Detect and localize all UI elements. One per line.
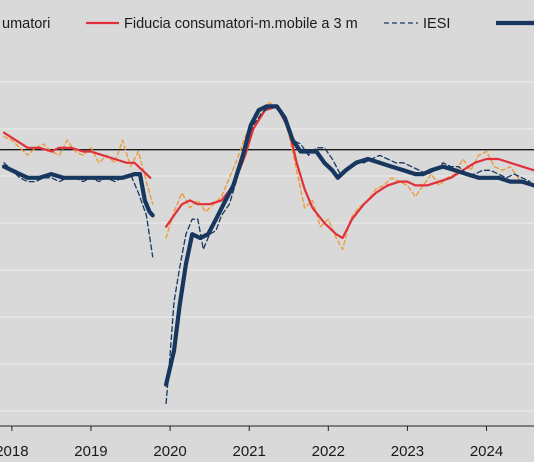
- x-tick-label: 2021: [233, 443, 266, 460]
- x-axis: 2018 2019 2020 2021 2022 2023 2024: [0, 425, 534, 460]
- legend-label-iesi: IESI: [423, 16, 450, 32]
- x-tick-label: 2023: [391, 443, 424, 460]
- series-line-thick-navy: [1, 164, 155, 218]
- series-lines: [1, 101, 534, 405]
- x-tick-label: 2024: [470, 443, 503, 460]
- series-line-confidence-3m-2: [165, 105, 534, 240]
- x-tick-label: 2020: [153, 443, 186, 460]
- legend-label-confidence-3m: Fiducia consumatori-m.mobile a 3 m: [124, 16, 358, 32]
- series-line-consumer-confidence-2: [165, 101, 527, 251]
- legend: umatori Fiducia consumatori-m.mobile a 3…: [2, 16, 534, 32]
- x-tick-label: 2018: [0, 443, 29, 460]
- series-line-confidence-3m: [2, 131, 152, 179]
- x-tick-label: 2019: [74, 443, 107, 460]
- legend-label-consumer-confidence: umatori: [2, 16, 50, 32]
- series-line-thick-navy-2: [164, 104, 534, 387]
- x-tick-label: 2022: [312, 443, 345, 460]
